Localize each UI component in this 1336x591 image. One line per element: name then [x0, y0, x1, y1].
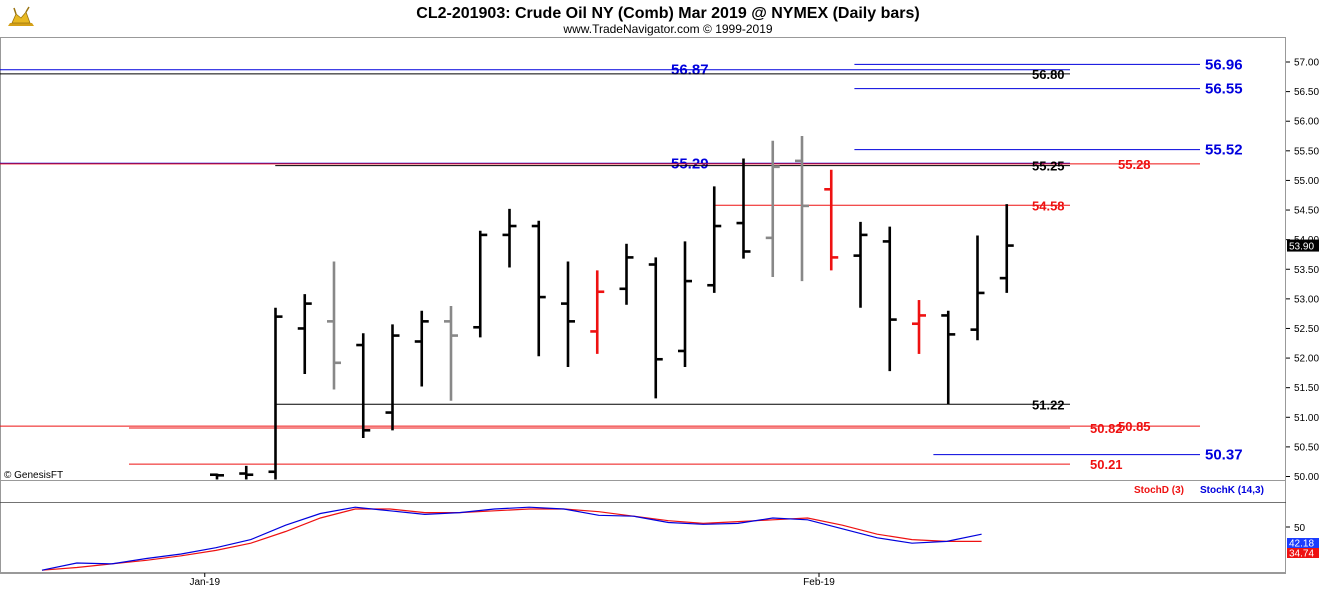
price-panel-frame — [0, 37, 1286, 481]
level-label: 51.22 — [1032, 397, 1065, 412]
chart-title: CL2-201903: Crude Oil NY (Comb) Mar 2019… — [416, 5, 919, 22]
level-label: 56.80 — [1032, 67, 1065, 82]
last-price-label: 53.90 — [1289, 242, 1314, 253]
level-label: 50.37 — [1205, 447, 1243, 464]
x-tick-label: Feb-19 — [803, 577, 835, 588]
y-tick-label: 52.50 — [1294, 324, 1319, 335]
y-tick-label: 50.00 — [1294, 472, 1319, 483]
stoch-k-line — [41, 506, 982, 571]
last-price-tag — [1287, 239, 1319, 252]
y-tick-label: 53.00 — [1294, 294, 1319, 305]
chart-subtitle: www.TradeNavigator.com © 1999-2019 — [562, 22, 772, 36]
level-label: 50.82 — [1090, 421, 1123, 436]
stoch-d-line — [41, 508, 982, 571]
level-label: 54.58 — [1032, 198, 1065, 213]
legend-stoch-d: StochD (3) — [1134, 485, 1184, 496]
y-tick-label: 55.50 — [1294, 146, 1319, 157]
level-label: 55.28 — [1118, 157, 1151, 172]
indicator-panel-frame — [0, 480, 1286, 573]
legend-stoch-k: StochK (14,3) — [1200, 485, 1264, 496]
bars-layer — [210, 136, 1014, 480]
stoch-k-value: 42.18 — [1289, 539, 1314, 550]
y-tick-label: 55.00 — [1294, 176, 1319, 187]
x-tick-label: Jan-19 — [189, 577, 220, 588]
stoch-d-tag — [1287, 548, 1319, 558]
level-label: 55.52 — [1205, 142, 1243, 159]
level-label: 55.25 — [1032, 159, 1065, 174]
y-tick-label: 50.50 — [1294, 442, 1319, 453]
stoch-d-value: 34.74 — [1289, 549, 1314, 560]
x-axis: Jan-19 Feb-19 — [189, 573, 835, 588]
y-tick-label: 56.50 — [1294, 87, 1319, 98]
stoch-axis-label: 50 — [1294, 523, 1306, 534]
y-tick-label: 51.00 — [1294, 413, 1319, 424]
stoch-k-tag — [1287, 538, 1319, 548]
bull-logo-icon — [8, 6, 34, 26]
y-tick-label: 51.50 — [1294, 383, 1319, 394]
level-label: 56.87 — [671, 62, 709, 79]
y-tick-label: 57.00 — [1294, 58, 1319, 69]
level-label: 50.21 — [1090, 457, 1123, 472]
genesis-credit: © GenesisFT — [4, 470, 63, 481]
level-label: 56.55 — [1205, 81, 1243, 98]
level-label: 56.96 — [1205, 56, 1243, 73]
y-tick-label: 53.50 — [1294, 265, 1319, 276]
y-tick-label: 52.00 — [1294, 354, 1319, 365]
y-tick-label: 56.00 — [1294, 117, 1319, 128]
y-tick-label: 54.50 — [1294, 206, 1319, 217]
y-axis: 57.0056.5056.0055.5055.0054.5054.0053.50… — [1286, 58, 1319, 483]
level-label: 50.85 — [1118, 419, 1151, 434]
levels-layer: 56.9656.8756.8056.5555.5255.2955.2855.25… — [0, 56, 1243, 472]
